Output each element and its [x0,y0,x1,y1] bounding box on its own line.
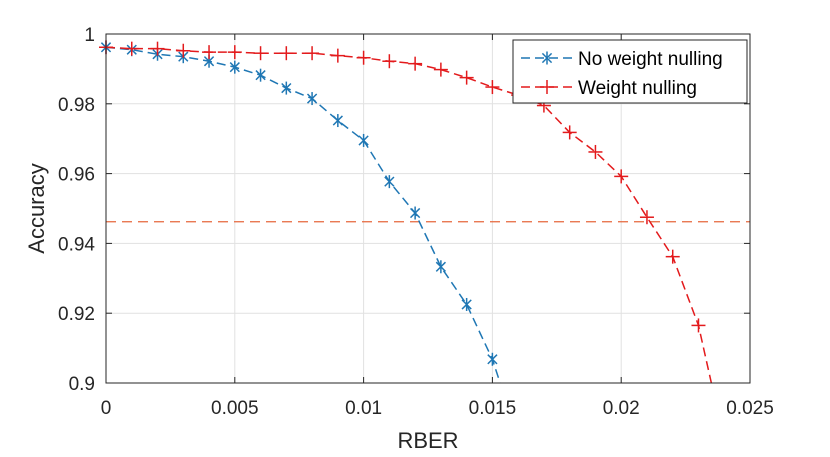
data-point-weight-nulling [253,46,268,61]
data-point-no-weight-nulling [306,92,318,106]
legend-box [512,39,748,104]
legend: No weight nulling Weight nulling [512,39,748,104]
data-point-weight-nulling [382,54,397,69]
data-point-weight-nulling [305,46,320,61]
legend-marker-symbol [540,80,554,94]
data-point-weight-nulling [691,318,706,333]
x-tick-label: 0.025 [726,398,774,419]
x-tick-label: 0.01 [345,398,382,419]
legend-marker-symbol [541,51,553,65]
legend-label-no-weight-nulling: No weight nulling [578,49,723,70]
data-point-weight-nulling [227,45,242,60]
legend-label-weight-nulling: Weight nulling [578,78,697,99]
legend-marker-weight-nulling [540,80,554,94]
data-point-no-weight-nulling [384,175,395,189]
data-point-weight-nulling [485,80,500,95]
legend-marker-no-weight-nulling [541,51,553,65]
data-point-weight-nulling [202,45,217,60]
data-point-weight-nulling [124,41,139,56]
data-point-no-weight-nulling [255,68,266,82]
y-axis-label: Accuracy [24,163,49,253]
y-tick-label: 0.94 [58,234,95,255]
data-point-no-weight-nulling [229,60,240,74]
data-point-no-weight-nulling [435,260,447,274]
y-tick-label: 1 [84,25,95,46]
data-point-no-weight-nulling [281,81,292,95]
data-point-weight-nulling [665,249,680,264]
plot-frame [105,33,751,384]
data-point-no-weight-nulling [461,297,472,311]
data-point-weight-nulling [433,62,448,77]
data-point-weight-nulling [176,43,191,58]
y-tick-label: 0.96 [58,165,95,186]
data-point-weight-nulling [639,210,654,225]
data-point-weight-nulling [459,70,474,85]
data-point-weight-nulling [356,50,371,65]
data-point-weight-nulling [562,125,577,140]
data-point-weight-nulling [279,46,294,61]
data-point-weight-nulling [614,169,629,184]
data-point-weight-nulling [588,144,603,159]
y-tick-label: 0.92 [58,304,95,325]
axis-ticks: 0 0.005 0.01 0.015 0.02 0.025 0.9 0.92 0.94 0.96 0… [58,25,774,419]
data-point-no-weight-nulling [409,206,421,220]
y-tick-label: 0.98 [58,95,95,116]
data-point-weight-nulling [330,48,345,63]
x-tick-label: 0 [101,398,112,419]
data-point-no-weight-nulling [358,133,369,147]
x-tick-label: 0.02 [603,398,640,419]
x-tick-label: 0.015 [469,398,517,419]
x-axis-label: RBER [397,428,458,453]
data-point-weight-nulling [408,56,423,71]
x-tick-label: 0.005 [211,398,259,419]
data-point-no-weight-nulling [487,352,498,366]
y-tick-label: 0.9 [69,374,95,395]
data-point-no-weight-nulling [332,114,343,128]
data-point-weight-nulling [150,41,165,56]
